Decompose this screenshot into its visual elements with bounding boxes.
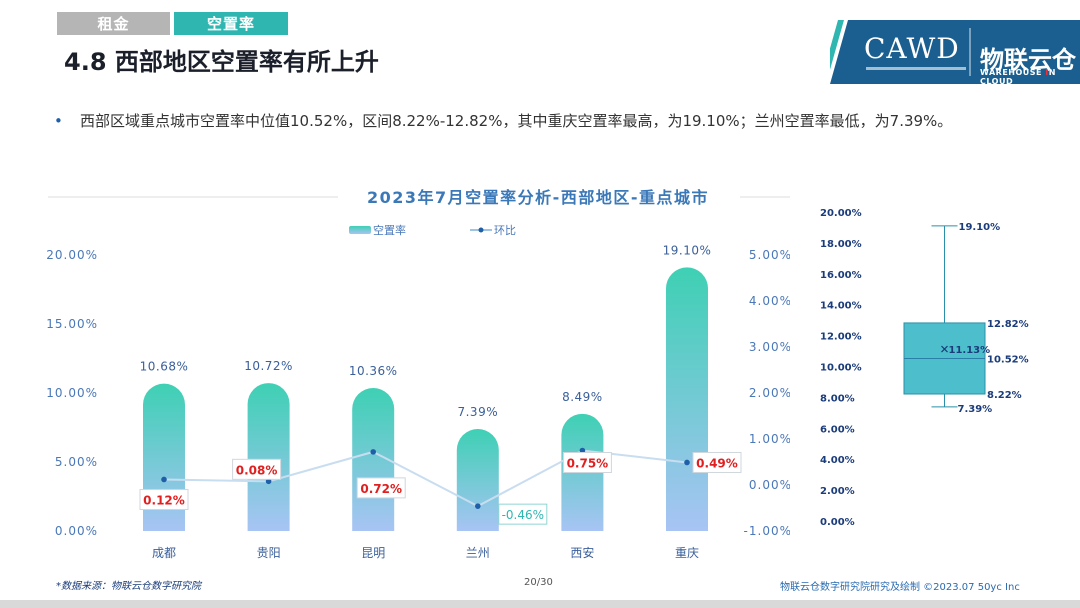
mom-label-box [356, 477, 406, 499]
bar [666, 267, 708, 531]
wic-wordmark-cn: 物联云仓 [980, 46, 1076, 74]
mom-point [579, 447, 586, 454]
mom-point [265, 478, 272, 485]
left-axis-tick: 5.00% [55, 455, 98, 469]
vacancy-combo-chart: 2023年7月空置率分析-西部地区-重点城市 空置率 环比 0.00% 5.00% 1… [46, 188, 790, 560]
right-axis-tick: 3.00% [749, 340, 790, 354]
bar-value-label: 10.72% [244, 359, 293, 373]
left-axis-tick: 0.00% [55, 524, 98, 538]
box-label-min: 7.39% [958, 404, 993, 415]
right-axis-tick: 5.00% [749, 248, 790, 262]
bar-value-label: 19.10% [663, 243, 712, 257]
mom-point [475, 503, 481, 509]
mom-point [161, 476, 167, 483]
box-axis-tick: 16.00% [820, 270, 862, 281]
box-label-max: 19.10% [959, 222, 1001, 233]
bar-value-label: 8.49% [562, 390, 603, 404]
left-axis-tick: 20.00% [46, 248, 98, 262]
legend-swatch-bar [349, 226, 371, 234]
x-axis-category-label: 重庆 [675, 546, 699, 560]
box-axis-tick: 4.00% [820, 455, 855, 466]
box-axis-tick: 0.00% [820, 517, 855, 528]
box-axis-tick: 12.00% [820, 332, 862, 343]
bar-value-label: 10.36% [349, 364, 398, 378]
x-axis-category-label: 昆明 [361, 546, 385, 560]
tab-rent[interactable]: 租金 [57, 12, 170, 35]
summary-bullet: • 西部区域重点城市空置率中位值10.52%，区间8.22%-12.82%，其中重… [54, 110, 952, 131]
page-number: 20/30 [524, 577, 553, 588]
mom-value-label: 0.49% [696, 456, 738, 470]
mom-value-label: 0.08% [236, 463, 278, 477]
x-axis-category-label: 成都 [152, 546, 176, 560]
box-axis-tick: 10.00% [820, 363, 862, 374]
mom-label-box [692, 451, 742, 473]
right-axis-tick: -1.00% [744, 524, 790, 538]
tab-vacancy[interactable]: 空置率 [174, 12, 288, 35]
mom-value-label: -0.46% [502, 508, 544, 522]
x-axis-category-label: 贵阳 [257, 546, 281, 560]
mom-value-label: 0.75% [567, 457, 609, 471]
bar [247, 383, 290, 531]
bottom-bar [0, 600, 1080, 608]
box-axis-tick: 20.00% [820, 208, 862, 219]
page-title: 4.8 西部地区空置率有所上升 [64, 48, 379, 76]
x-axis-category-label: 兰州 [466, 546, 490, 560]
legend-label-line: 环比 [494, 224, 516, 237]
right-axis-tick: 0.00% [749, 478, 790, 492]
box-label-q1: 8.22% [987, 390, 1022, 401]
summary-text: 西部区域重点城市空置率中位值10.52%，区间8.22%-12.82%，其中重庆… [80, 112, 953, 130]
mom-label-box [139, 488, 189, 510]
data-source-note: *数据来源：物联云仓数字研究院 [56, 581, 201, 592]
right-axis-tick: 1.00% [749, 432, 790, 446]
left-axis-tick: 10.00% [46, 386, 98, 400]
vacancy-box-plot: 0.00% 2.00% 4.00% 6.00% 8.00% 10.00% 12.00% 14.… [820, 208, 1029, 528]
box-axis-tick: 18.00% [820, 239, 862, 250]
bullet-marker: • [54, 112, 63, 130]
box-mean-marker [941, 345, 948, 353]
cawd-logo: CAWD 物联云仓 WAREHOUSE IN CLOUD [830, 20, 1080, 86]
mom-point [370, 449, 377, 455]
mom-point [684, 459, 690, 466]
legend-point [478, 227, 484, 233]
box-axis-tick: 8.00% [820, 393, 855, 404]
cawd-wordmark: CAWD [864, 32, 960, 65]
mom-value-label: 0.72% [360, 482, 402, 496]
x-axis-category-label: 西安 [570, 545, 594, 560]
bar-value-label: 7.39% [457, 405, 498, 419]
box-axis-tick: 2.00% [820, 486, 855, 497]
right-axis-tick: 2.00% [749, 386, 790, 400]
box-axis-tick: 6.00% [820, 424, 855, 435]
box-axis-tick: 14.00% [820, 301, 862, 312]
mom-label-box [498, 503, 548, 525]
mom-label-box [562, 452, 612, 473]
left-axis-tick: 15.00% [46, 317, 98, 331]
chart-title: 2023年7月空置率分析-西部地区-重点城市 [367, 188, 709, 207]
bar [456, 429, 499, 531]
box-label-median: 10.52% [987, 354, 1029, 365]
right-axis-tick: 4.00% [749, 294, 790, 308]
bar-value-label: 10.68% [140, 360, 189, 374]
mom-label-box [232, 458, 282, 480]
copyright-note: 物联云仓数字研究院研究及绘制 ©2023.07 50yc Inc [780, 582, 1020, 593]
mom-value-label: 0.12% [143, 493, 185, 507]
cawd-subline [866, 67, 966, 70]
box-label-q3: 12.82% [987, 319, 1029, 330]
box-label-mean: 11.13% [949, 345, 991, 356]
legend-label-bar: 空置率 [373, 223, 406, 237]
wic-wordmark-en: WAREHOUSE IN CLOUD [980, 68, 1056, 86]
